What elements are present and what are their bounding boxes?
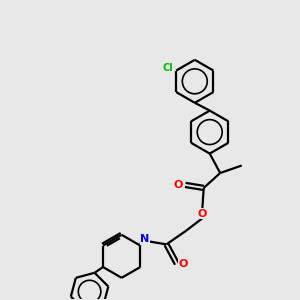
Text: O: O <box>174 180 183 190</box>
Text: O: O <box>179 259 188 269</box>
Text: Cl: Cl <box>162 63 173 73</box>
Text: O: O <box>198 209 207 219</box>
Text: N: N <box>140 234 149 244</box>
